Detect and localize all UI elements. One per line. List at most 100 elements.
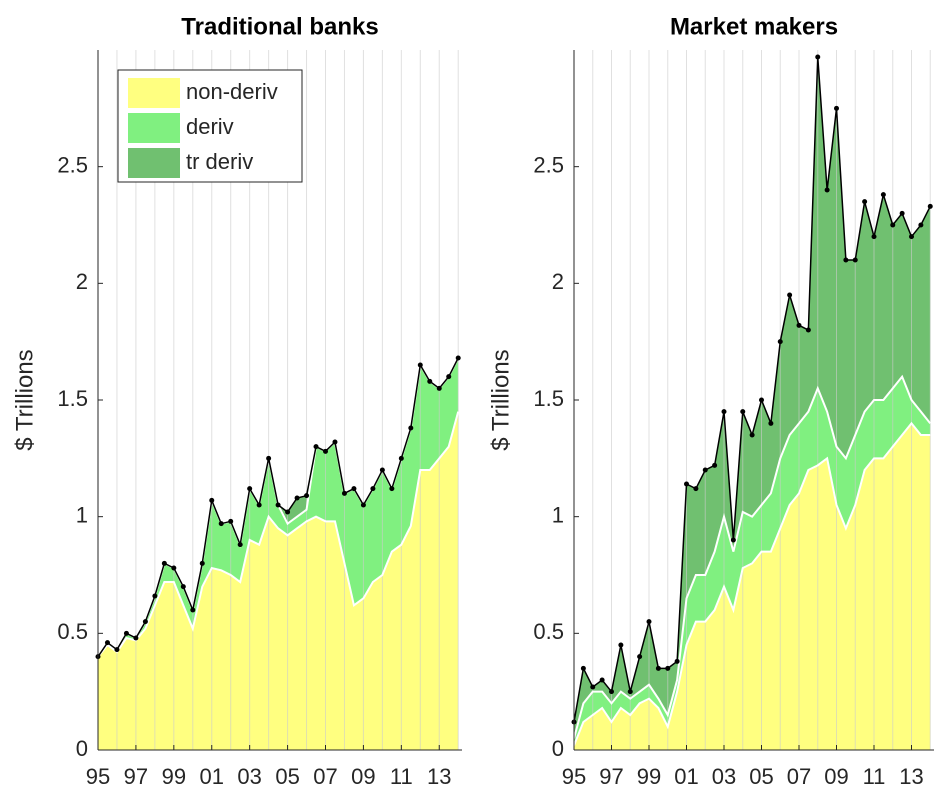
x-tick-label: 05	[275, 764, 299, 789]
y-tick-label: 0.5	[57, 619, 88, 644]
total-dot	[646, 619, 652, 625]
total-dot	[133, 635, 139, 641]
total-dot	[114, 647, 120, 653]
total-dot	[351, 486, 357, 492]
total-dot	[805, 327, 811, 333]
y-tick-label: 0.5	[533, 619, 564, 644]
total-dot	[637, 654, 643, 660]
total-dot	[796, 322, 802, 328]
total-dot	[777, 339, 783, 345]
layer-boundary	[573, 421, 931, 746]
y-tick-label: 1.5	[57, 386, 88, 411]
total-dot	[161, 560, 167, 566]
total-dot	[218, 521, 224, 527]
total-dot	[360, 502, 366, 508]
x-tick-label: 05	[749, 764, 773, 789]
area	[574, 376, 931, 746]
x-tick-label: 03	[237, 764, 261, 789]
total-dot	[332, 439, 338, 445]
total-dot	[455, 355, 461, 361]
x-tick-label: 97	[124, 764, 148, 789]
legend-label: non-deriv	[186, 79, 278, 104]
total-dot	[618, 642, 624, 648]
y-tick-label: 2	[76, 269, 88, 294]
area	[574, 57, 931, 739]
total-dot	[918, 222, 924, 228]
total-dot	[304, 493, 310, 499]
x-tick-label: 97	[599, 764, 623, 789]
total-dot	[590, 684, 596, 690]
total-dot	[834, 105, 839, 111]
total-dot	[730, 537, 736, 543]
total-dot	[674, 658, 680, 664]
x-tick-label: 01	[200, 764, 224, 789]
total-dot	[655, 665, 661, 671]
total-dot	[180, 584, 186, 590]
total-dot	[871, 234, 877, 240]
area	[574, 423, 931, 750]
total-dot	[909, 234, 914, 240]
x-tick-label: 13	[427, 764, 451, 789]
total-dot	[712, 462, 718, 468]
total-dot	[294, 495, 300, 501]
total-dot	[266, 455, 272, 461]
total-dot	[609, 689, 614, 695]
total-dot	[389, 486, 395, 492]
x-tick-label: 09	[824, 764, 848, 789]
total-dot	[580, 665, 586, 671]
total-dot	[890, 222, 896, 228]
x-tick-label: 11	[863, 764, 886, 789]
total-dot	[740, 409, 746, 415]
legend-label: tr deriv	[186, 149, 253, 174]
legend-swatch	[128, 78, 180, 108]
total-dot	[123, 630, 129, 636]
total-dot	[228, 518, 234, 524]
total-dot	[417, 362, 423, 368]
total-dot	[927, 203, 933, 209]
total-dot	[285, 509, 291, 515]
total-dot	[749, 432, 755, 438]
total-dot	[247, 486, 253, 492]
total-dot	[323, 448, 328, 454]
total-dot	[721, 409, 727, 415]
total-dot	[171, 565, 177, 571]
x-tick-label: 01	[674, 764, 698, 789]
total-dot	[190, 607, 196, 613]
legend-swatch	[128, 113, 180, 143]
total-dot	[815, 54, 821, 60]
total-dot	[142, 619, 148, 625]
total-dot	[436, 385, 442, 391]
total-dot	[665, 665, 671, 671]
y-tick-label: 2.5	[57, 152, 88, 177]
y-axis-label: $ Trillions	[487, 349, 514, 450]
total-dot	[341, 490, 347, 496]
total-dot	[398, 455, 404, 461]
y-axis-label: $ Trillions	[11, 349, 38, 450]
total-dot	[768, 420, 774, 426]
layer-boundary	[97, 411, 460, 658]
x-tick-label: 03	[712, 764, 736, 789]
x-tick-label: 99	[637, 764, 661, 789]
x-tick-label: 95	[562, 764, 586, 789]
total-dot	[824, 187, 830, 193]
total-dot	[209, 497, 215, 503]
total-dot	[759, 397, 764, 403]
total-dot	[702, 467, 708, 473]
x-tick-label: 95	[86, 764, 110, 789]
total-dot	[104, 640, 110, 646]
layer-boundary	[573, 374, 932, 739]
area	[98, 411, 459, 750]
total-dot	[684, 481, 689, 487]
x-tick-label: 13	[899, 764, 923, 789]
panel: Market makers $ Trillions 0 0.5 1 1.5 2 2.5 95 97…	[487, 13, 934, 789]
total-dot	[408, 425, 414, 431]
total-dot	[427, 378, 433, 384]
total-dot	[627, 689, 633, 695]
total-dot	[313, 444, 319, 450]
total-dot	[862, 199, 868, 205]
total-dot	[880, 192, 886, 198]
panel: Traditional banks $ Trillions 0 0.5 1 1.5 2 2.5…	[11, 13, 462, 789]
total-dot	[237, 542, 243, 548]
y-tick-label: 1	[552, 502, 564, 527]
total-dot	[693, 486, 699, 492]
